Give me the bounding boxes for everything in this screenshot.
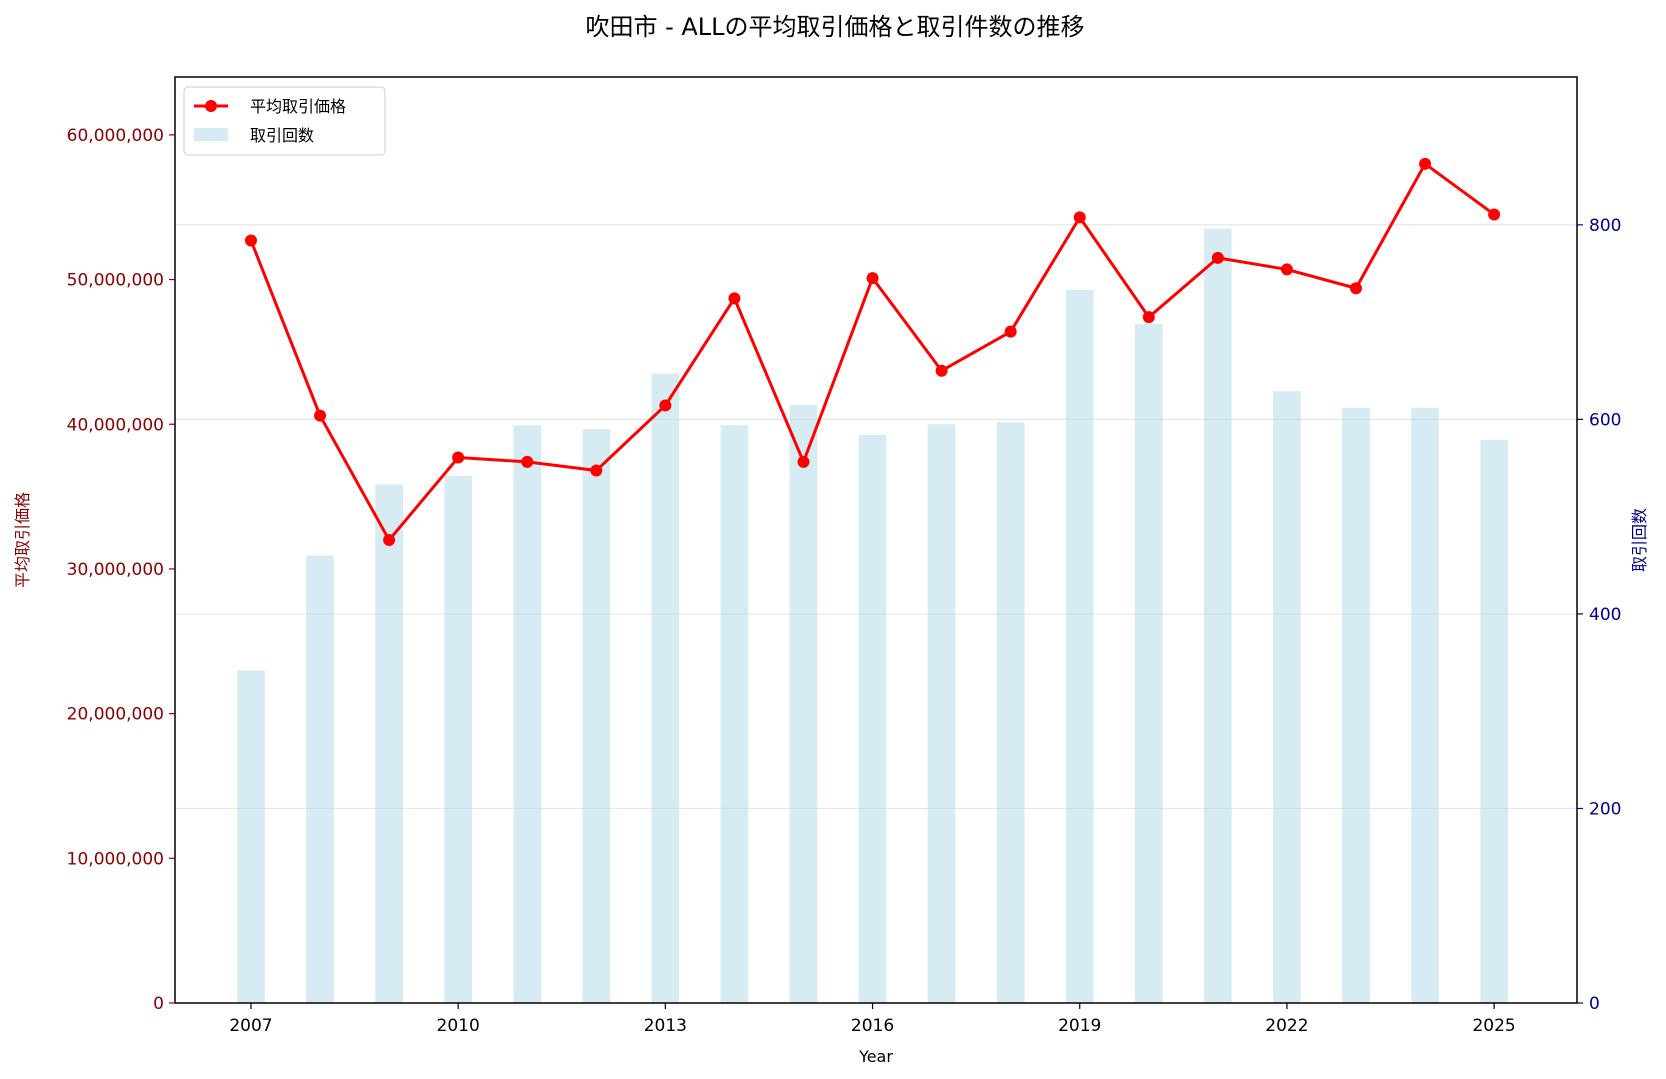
bar-2025	[1480, 439, 1508, 1004]
bar-2022	[1273, 391, 1301, 1003]
legend-bar-swatch	[194, 128, 228, 141]
bar-2015	[789, 404, 818, 1003]
bar-2024	[1411, 407, 1439, 1003]
bar-2008	[306, 555, 334, 1003]
price-point-2021	[1211, 251, 1224, 264]
x-tick-label: 2010	[437, 1016, 480, 1036]
bar-2012	[582, 429, 611, 1004]
y-left-tick-label: 30,000,000	[67, 560, 164, 580]
price-point-2013	[659, 399, 672, 412]
y-left-tick-label: 40,000,000	[67, 415, 164, 435]
plot-frame	[174, 76, 1578, 1004]
x-tick-label: 2007	[229, 1016, 272, 1036]
x-tick-label: 2019	[1058, 1016, 1101, 1036]
bar-2010	[444, 475, 472, 1004]
price-point-2022	[1280, 263, 1293, 276]
bar-2023	[1342, 407, 1370, 1003]
bar-2016	[858, 434, 887, 1003]
price-point-2023	[1349, 282, 1362, 295]
price-point-2016	[866, 272, 879, 285]
price-point-2015	[797, 455, 810, 468]
price-point-2011	[521, 455, 534, 468]
bar-2017	[927, 424, 956, 1003]
y-right-tick-label: 200	[1589, 799, 1621, 819]
price-point-2010	[452, 451, 465, 464]
bar-2018	[996, 422, 1025, 1003]
y-right-tick-label: 0	[1589, 994, 1600, 1014]
price-point-2024	[1419, 157, 1432, 170]
bar-2020	[1134, 324, 1163, 1004]
x-axis-label: Year	[858, 1047, 893, 1066]
bar-2019	[1065, 290, 1094, 1003]
x-tick-label: 2013	[644, 1016, 687, 1036]
bar-2013	[651, 373, 680, 1003]
y-left-tick-label: 60,000,000	[67, 126, 164, 146]
y-right-tick-label: 800	[1589, 216, 1621, 236]
line-series	[244, 157, 1501, 546]
price-point-2012	[590, 464, 603, 477]
x-tick-label: 2025	[1472, 1016, 1515, 1036]
x-tick-label: 2016	[851, 1016, 894, 1036]
y-left-tick-label: 50,000,000	[67, 271, 164, 291]
bar-2021	[1204, 228, 1232, 1003]
price-point-2014	[728, 292, 741, 305]
price-point-2020	[1142, 311, 1155, 324]
bar-2014	[720, 425, 749, 1004]
bar-series	[237, 228, 1508, 1004]
legend-label-price: 平均取引価格	[250, 97, 346, 116]
bar-2007	[237, 670, 265, 1003]
y-left-tick-label: 10,000,000	[67, 849, 164, 869]
chart-title: 吹田市 - ALLの平均取引価格と取引件数の推移	[585, 13, 1084, 41]
y-axis-left-label: 平均取引価格	[13, 492, 32, 588]
price-point-2009	[383, 534, 396, 546]
y-axis-left: 0 10,000,000 20,000,000 30,000,000 40,000,00…	[67, 126, 175, 1014]
bar-2011	[513, 425, 542, 1004]
bar-2009	[375, 484, 403, 1003]
legend-line-marker	[205, 100, 217, 112]
x-axis: 2007 2010 2013 2016 2019 2022 2025	[229, 1003, 1516, 1036]
price-point-2007	[244, 234, 257, 247]
y-left-tick-label: 20,000,000	[67, 705, 164, 725]
legend-box	[183, 86, 386, 156]
price-point-2017	[935, 364, 948, 377]
y-right-tick-label: 400	[1589, 605, 1621, 625]
y-right-tick-label: 600	[1589, 410, 1621, 430]
legend-label-count: 取引回数	[250, 126, 314, 145]
price-point-2018	[1004, 325, 1017, 338]
price-point-2025	[1488, 208, 1501, 221]
price-point-2019	[1073, 211, 1086, 224]
legend: 平均取引価格 取引回数	[183, 86, 386, 156]
y-axis-right: 0 200 400 600 800	[1577, 216, 1621, 1014]
x-tick-label: 2022	[1265, 1016, 1308, 1036]
y-axis-right-label: 取引回数	[1630, 508, 1649, 572]
price-point-2008	[314, 409, 327, 422]
y-left-tick-label: 0	[153, 994, 164, 1014]
